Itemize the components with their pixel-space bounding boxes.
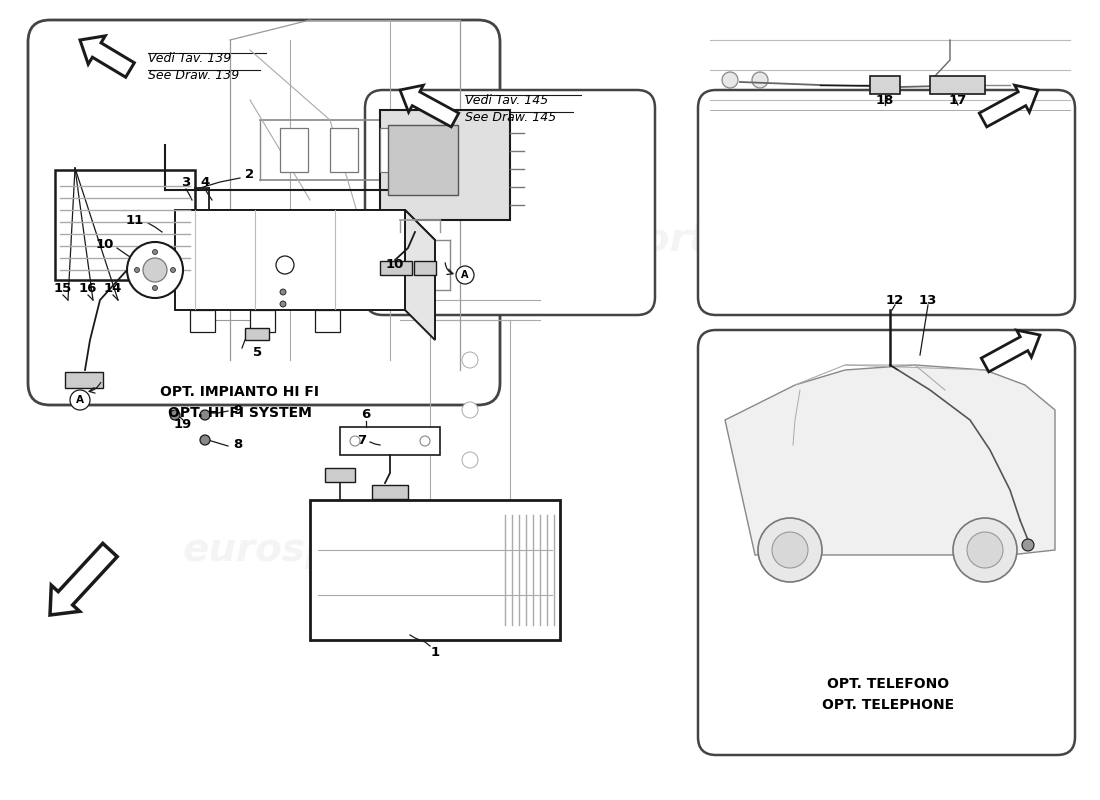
Polygon shape bbox=[175, 210, 405, 310]
Text: 8: 8 bbox=[233, 438, 243, 451]
Text: 10: 10 bbox=[96, 238, 114, 251]
Text: eurosport: eurosport bbox=[493, 221, 707, 259]
Circle shape bbox=[280, 301, 286, 307]
Text: 4: 4 bbox=[200, 177, 210, 190]
Bar bbox=[65, 372, 103, 388]
Circle shape bbox=[456, 266, 474, 284]
Text: Vedi Tav. 139: Vedi Tav. 139 bbox=[148, 52, 231, 65]
Text: 1: 1 bbox=[430, 646, 440, 658]
Polygon shape bbox=[725, 365, 1055, 555]
Text: 14: 14 bbox=[103, 282, 122, 294]
Text: 18: 18 bbox=[876, 94, 894, 106]
Circle shape bbox=[420, 436, 430, 446]
Text: See Draw. 145: See Draw. 145 bbox=[465, 111, 557, 124]
Text: 5: 5 bbox=[253, 346, 263, 358]
Text: 2: 2 bbox=[245, 167, 254, 181]
Text: OPT. TELEFONO
OPT. TELEPHONE: OPT. TELEFONO OPT. TELEPHONE bbox=[822, 678, 954, 712]
Polygon shape bbox=[400, 85, 459, 127]
Circle shape bbox=[462, 402, 478, 418]
Circle shape bbox=[462, 452, 478, 468]
Text: 7: 7 bbox=[358, 434, 366, 446]
Bar bbox=[250, 310, 275, 332]
Circle shape bbox=[170, 267, 176, 273]
Circle shape bbox=[752, 72, 768, 88]
FancyBboxPatch shape bbox=[365, 90, 654, 315]
Bar bbox=[420, 128, 448, 172]
Polygon shape bbox=[979, 85, 1038, 127]
Circle shape bbox=[126, 242, 183, 298]
Text: 12: 12 bbox=[886, 294, 904, 306]
Bar bbox=[870, 76, 900, 94]
Bar bbox=[280, 128, 308, 172]
Circle shape bbox=[462, 352, 478, 368]
Text: See Draw. 139: See Draw. 139 bbox=[148, 69, 240, 82]
Text: eurosport: eurosport bbox=[183, 531, 398, 569]
Circle shape bbox=[758, 518, 822, 582]
Polygon shape bbox=[981, 330, 1040, 372]
Circle shape bbox=[200, 435, 210, 445]
Text: 19: 19 bbox=[174, 418, 192, 431]
Text: 13: 13 bbox=[918, 294, 937, 306]
Circle shape bbox=[170, 410, 180, 420]
Circle shape bbox=[153, 250, 157, 254]
Text: 11: 11 bbox=[125, 214, 144, 226]
Circle shape bbox=[200, 410, 210, 420]
Text: 9: 9 bbox=[233, 403, 243, 417]
FancyBboxPatch shape bbox=[388, 125, 458, 195]
Bar bbox=[372, 485, 408, 499]
Bar bbox=[190, 310, 214, 332]
FancyBboxPatch shape bbox=[28, 20, 500, 405]
Bar bbox=[324, 468, 355, 482]
Text: 10: 10 bbox=[386, 258, 404, 271]
Polygon shape bbox=[405, 210, 435, 340]
Bar bbox=[330, 128, 358, 172]
Text: Vedi Tav. 145: Vedi Tav. 145 bbox=[465, 94, 548, 107]
Circle shape bbox=[722, 72, 738, 88]
Polygon shape bbox=[80, 36, 134, 78]
Text: 6: 6 bbox=[362, 409, 371, 422]
FancyBboxPatch shape bbox=[379, 110, 510, 220]
Circle shape bbox=[70, 390, 90, 410]
Bar bbox=[379, 128, 408, 172]
Text: 15: 15 bbox=[54, 282, 73, 294]
Circle shape bbox=[350, 436, 360, 446]
FancyBboxPatch shape bbox=[55, 170, 195, 280]
Bar bbox=[315, 310, 340, 332]
Polygon shape bbox=[50, 543, 118, 615]
Circle shape bbox=[276, 256, 294, 274]
Text: A: A bbox=[76, 395, 84, 405]
Circle shape bbox=[953, 518, 1018, 582]
Circle shape bbox=[143, 258, 167, 282]
Circle shape bbox=[280, 289, 286, 295]
Circle shape bbox=[772, 532, 808, 568]
FancyBboxPatch shape bbox=[310, 500, 560, 640]
Text: 16: 16 bbox=[79, 282, 97, 294]
Text: 3: 3 bbox=[182, 177, 190, 190]
Text: eurosport: eurosport bbox=[713, 201, 927, 239]
Text: OPT. IMPIANTO HI FI
OPT. HI FI SYSTEM: OPT. IMPIANTO HI FI OPT. HI FI SYSTEM bbox=[161, 385, 319, 419]
Bar bbox=[245, 328, 270, 340]
Polygon shape bbox=[175, 210, 434, 240]
Circle shape bbox=[1022, 539, 1034, 551]
Circle shape bbox=[153, 286, 157, 290]
Bar bbox=[930, 76, 984, 94]
Text: 17: 17 bbox=[949, 94, 967, 106]
Text: eurosport: eurosport bbox=[713, 501, 927, 539]
FancyBboxPatch shape bbox=[340, 427, 440, 455]
Circle shape bbox=[134, 267, 140, 273]
Text: A: A bbox=[461, 270, 469, 280]
Bar bbox=[379, 261, 412, 275]
Bar bbox=[414, 261, 436, 275]
Text: eurosport: eurosport bbox=[183, 221, 398, 259]
Circle shape bbox=[967, 532, 1003, 568]
FancyBboxPatch shape bbox=[698, 90, 1075, 315]
FancyBboxPatch shape bbox=[698, 330, 1075, 755]
